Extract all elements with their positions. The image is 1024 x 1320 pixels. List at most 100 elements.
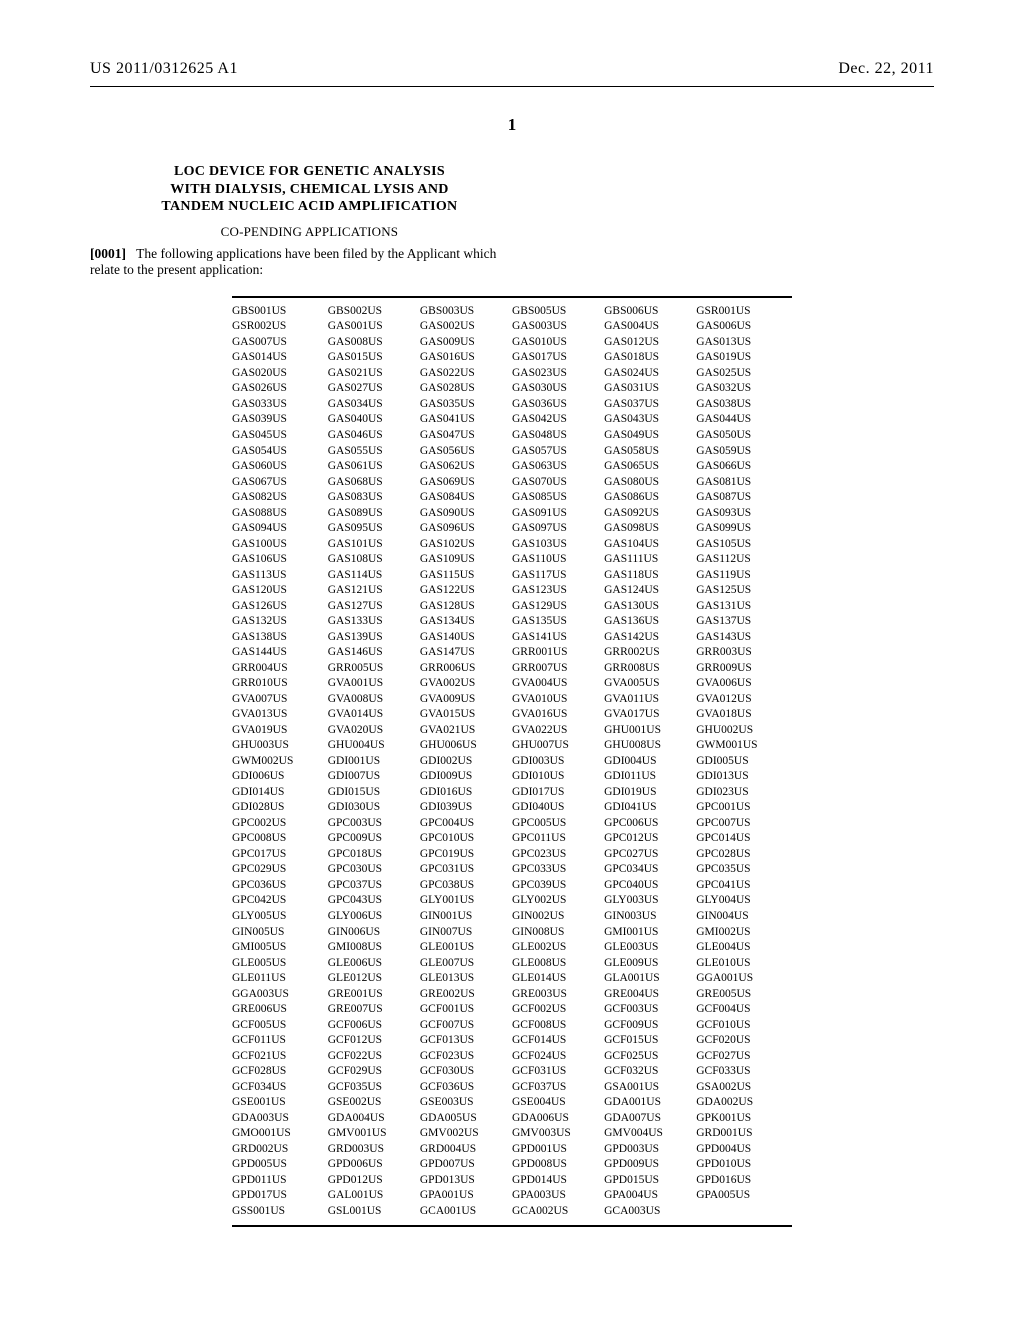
code-cell: GCF032US: [604, 1064, 696, 1080]
code-cell: GCF004US: [696, 1002, 792, 1018]
code-cell: GCF034US: [232, 1080, 328, 1096]
code-cell: GCF013US: [420, 1033, 512, 1049]
code-cell: GAS123US: [512, 583, 604, 599]
code-cell: GPC023US: [512, 847, 604, 863]
code-cell: GAS024US: [604, 366, 696, 382]
code-cell: GIN002US: [512, 909, 604, 925]
code-cell: GAS104US: [604, 537, 696, 553]
code-cell: GDI014US: [232, 785, 328, 801]
code-cell: GAS121US: [328, 583, 420, 599]
code-cell: GAS040US: [328, 412, 420, 428]
code-cell: GCF008US: [512, 1018, 604, 1034]
code-cell: GIN007US: [420, 925, 512, 941]
code-cell: GAS006US: [696, 319, 792, 335]
code-cell: GAS010US: [512, 335, 604, 351]
code-cell: GMV003US: [512, 1126, 604, 1142]
code-cell: GAS034US: [328, 397, 420, 413]
code-cell: GAS125US: [696, 583, 792, 599]
code-cell: GAS028US: [420, 381, 512, 397]
table-row: GRR004USGRR005USGRR006USGRR007USGRR008US…: [232, 661, 792, 677]
code-cell: GAS054US: [232, 444, 328, 460]
table-row: GMO001USGMV001USGMV002USGMV003USGMV004US…: [232, 1126, 792, 1142]
code-cell: GPC007US: [696, 816, 792, 832]
code-cell: GAS136US: [604, 614, 696, 630]
page-number: 1: [90, 115, 934, 135]
table-row: GAS014USGAS015USGAS016USGAS017USGAS018US…: [232, 350, 792, 366]
code-cell: GAS042US: [512, 412, 604, 428]
code-cell: GSE004US: [512, 1095, 604, 1111]
code-cell: GIN004US: [696, 909, 792, 925]
code-cell: GAS084US: [420, 490, 512, 506]
code-cell: GAS113US: [232, 568, 328, 584]
code-cell: GPD005US: [232, 1157, 328, 1173]
code-cell: GBS006US: [604, 298, 696, 320]
code-cell: GAS068US: [328, 475, 420, 491]
code-cell: GCF025US: [604, 1049, 696, 1065]
code-cell: GAS106US: [232, 552, 328, 568]
code-cell: GDI007US: [328, 769, 420, 785]
code-cell: GCF027US: [696, 1049, 792, 1065]
code-cell: GAS110US: [512, 552, 604, 568]
code-cell: GAS108US: [328, 552, 420, 568]
code-cell: GVA012US: [696, 692, 792, 708]
code-cell: GLY005US: [232, 909, 328, 925]
code-cell: GPC038US: [420, 878, 512, 894]
code-cell: GPC017US: [232, 847, 328, 863]
code-cell: GVA014US: [328, 707, 420, 723]
table-row: GPC017USGPC018USGPC019USGPC023USGPC027US…: [232, 847, 792, 863]
code-cell: GVA013US: [232, 707, 328, 723]
code-cell: GAS003US: [512, 319, 604, 335]
code-cell: GAS038US: [696, 397, 792, 413]
table-row: GAS113USGAS114USGAS115USGAS117USGAS118US…: [232, 568, 792, 584]
code-cell: GAS065US: [604, 459, 696, 475]
code-cell: GAS043US: [604, 412, 696, 428]
code-cell: GRR008US: [604, 661, 696, 677]
code-cell: GLE007US: [420, 956, 512, 972]
code-cell: GAS007US: [232, 335, 328, 351]
table-row: GAS088USGAS089USGAS090USGAS091USGAS092US…: [232, 506, 792, 522]
code-cell: GPC041US: [696, 878, 792, 894]
table-row: GSS001USGSL001USGCA001USGCA002USGCA003US: [232, 1204, 792, 1226]
code-cell: GIN003US: [604, 909, 696, 925]
code-cell: GAS041US: [420, 412, 512, 428]
code-cell: GAS044US: [696, 412, 792, 428]
code-cell: GPA003US: [512, 1188, 604, 1204]
code-cell: GAS114US: [328, 568, 420, 584]
code-cell: GAS118US: [604, 568, 696, 584]
code-cell: GAS099US: [696, 521, 792, 537]
code-cell: GSL001US: [328, 1204, 420, 1226]
code-cell: GPC037US: [328, 878, 420, 894]
table-row: GAS020USGAS021USGAS022USGAS023USGAS024US…: [232, 366, 792, 382]
code-cell: GDA006US: [512, 1111, 604, 1127]
code-cell: GPC035US: [696, 862, 792, 878]
code-cell: GSE002US: [328, 1095, 420, 1111]
code-cell: GAS128US: [420, 599, 512, 615]
table-row: GAS082USGAS083USGAS084USGAS085USGAS086US…: [232, 490, 792, 506]
codes-table: GBS001USGBS002USGBS003USGBS005USGBS006US…: [232, 298, 792, 1225]
code-cell: GWM002US: [232, 754, 328, 770]
code-cell: GAS027US: [328, 381, 420, 397]
table-row: GPC036USGPC037USGPC038USGPC039USGPC040US…: [232, 878, 792, 894]
code-cell: GAS035US: [420, 397, 512, 413]
code-cell: GPC029US: [232, 862, 328, 878]
code-cell: GCF024US: [512, 1049, 604, 1065]
code-cell: GDA003US: [232, 1111, 328, 1127]
code-cell: GPC030US: [328, 862, 420, 878]
code-cell: GAS102US: [420, 537, 512, 553]
code-cell: GVA018US: [696, 707, 792, 723]
code-cell: GPD001US: [512, 1142, 604, 1158]
code-cell: GPC009US: [328, 831, 420, 847]
code-cell: GAS056US: [420, 444, 512, 460]
code-cell: GPD008US: [512, 1157, 604, 1173]
code-cell: GRR010US: [232, 676, 328, 692]
code-cell: GVA021US: [420, 723, 512, 739]
table-row: GAS060USGAS061USGAS062USGAS063USGAS065US…: [232, 459, 792, 475]
table-row: GAS067USGAS068USGAS069USGAS070USGAS080US…: [232, 475, 792, 491]
paragraph: [0001] The following applications have b…: [90, 246, 529, 278]
code-cell: GDI023US: [696, 785, 792, 801]
code-cell: GCA002US: [512, 1204, 604, 1226]
table-row: GCF021USGCF022USGCF023USGCF024USGCF025US…: [232, 1049, 792, 1065]
code-cell: GPC001US: [696, 800, 792, 816]
code-cell: GPA005US: [696, 1188, 792, 1204]
code-cell: GPC033US: [512, 862, 604, 878]
